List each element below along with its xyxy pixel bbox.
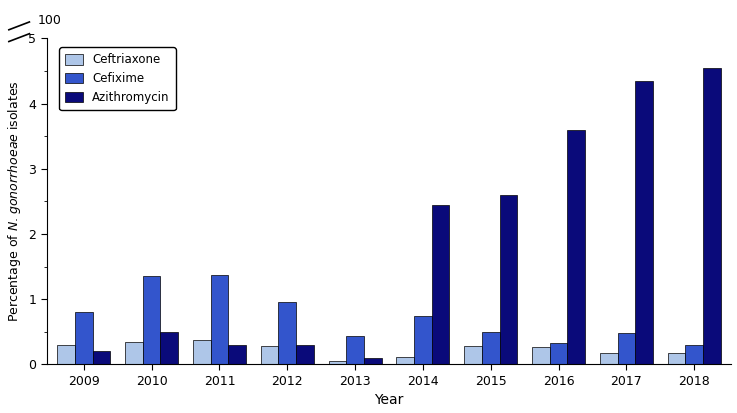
Bar [75, 312, 93, 364]
Bar [211, 275, 228, 364]
Bar [500, 195, 517, 364]
Bar [193, 339, 211, 364]
Bar [600, 353, 618, 364]
Bar [532, 347, 550, 364]
Bar [57, 345, 75, 364]
Bar [482, 332, 500, 364]
Bar [161, 332, 178, 364]
Bar [618, 333, 635, 364]
Text: 100: 100 [38, 14, 62, 26]
Bar [635, 81, 653, 364]
Bar [397, 357, 414, 364]
Bar [567, 130, 585, 364]
Bar [364, 358, 382, 364]
Bar [93, 351, 111, 364]
Bar [432, 204, 450, 364]
Bar [143, 276, 161, 364]
Bar [346, 336, 364, 364]
Bar [414, 316, 432, 364]
Bar [296, 345, 314, 364]
Bar [668, 354, 685, 364]
Bar [550, 343, 567, 364]
Bar [125, 342, 143, 364]
Bar [685, 345, 703, 364]
Legend: Ceftriaxone, Cefixime, Azithromycin: Ceftriaxone, Cefixime, Azithromycin [59, 47, 175, 110]
Bar [703, 68, 721, 364]
Y-axis label: Percentage of $N$. $gonorrhoeae$ isolates: Percentage of $N$. $gonorrhoeae$ isolate… [6, 81, 23, 322]
Bar [261, 346, 279, 364]
Bar [464, 346, 482, 364]
Bar [279, 302, 296, 364]
Bar [228, 345, 246, 364]
X-axis label: Year: Year [374, 394, 404, 408]
Bar [329, 361, 346, 364]
